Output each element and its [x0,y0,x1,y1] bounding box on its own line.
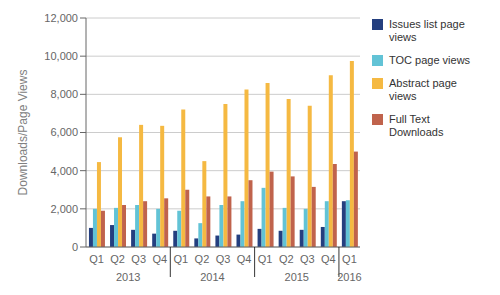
svg-text:Q2: Q2 [195,253,210,265]
svg-text:2013: 2013 [116,271,140,283]
html-text:Abstract page views: Abstract page views [389,77,457,102]
svg-text:Q3: Q3 [300,253,315,265]
svg-text:Q1: Q1 [174,253,189,265]
svg-text:12,000: 12,000 [44,12,78,24]
svg-text:Q1: Q1 [89,253,104,265]
svg-text:Q4: Q4 [321,253,336,265]
svg-text:8,000: 8,000 [50,88,78,100]
svg-text:Q1: Q1 [258,253,273,265]
svg-text:10,000: 10,000 [44,50,78,62]
svg-text:6,000: 6,000 [50,126,78,138]
svg-text:Downloads/Page Views: Downloads/Page Views [16,70,30,196]
svg-text:Q3: Q3 [216,253,231,265]
svg-text:2,000: 2,000 [50,203,78,215]
svg-text:Q3: Q3 [131,253,146,265]
svg-text:4,000: 4,000 [50,165,78,177]
html-text:TOC page views: TOC page views [389,54,471,66]
svg-text:2016: 2016 [337,271,361,283]
svg-text:0: 0 [72,241,78,253]
svg-text:Q2: Q2 [279,253,294,265]
svg-text:Q2: Q2 [110,253,125,265]
svg-text:2014: 2014 [200,271,224,283]
svg-text:2015: 2015 [285,271,309,283]
svg-text:Q4: Q4 [152,253,167,265]
svg-text:Q4: Q4 [237,253,252,265]
html-text:Issues list page views: Issues list page views [389,18,465,43]
svg-text:Q1: Q1 [342,253,357,265]
html-text:Full Text Downloads: Full Text Downloads [389,113,444,138]
